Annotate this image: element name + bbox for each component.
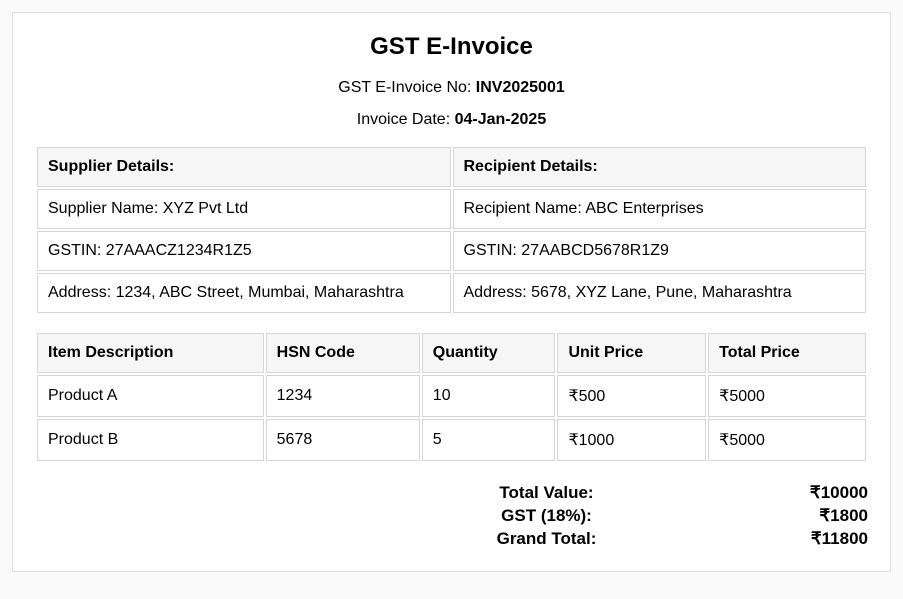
col-unit-price: Unit Price (557, 333, 706, 373)
invoice-date-line: Invoice Date: 04-Jan-2025 (35, 111, 868, 129)
table-row: Address: 1234, ABC Street, Mumbai, Mahar… (37, 273, 866, 313)
page-title: GST E-Invoice (35, 33, 868, 61)
cell-total-price: ₹5000 (708, 419, 866, 461)
table-row: GSTIN: 27AAACZ1234R1Z5 GSTIN: 27AABCD567… (37, 231, 866, 271)
supplier-name: Supplier Name: XYZ Pvt Ltd (37, 189, 451, 229)
cell-item-description: Product B (37, 419, 264, 461)
cell-unit-price: ₹1000 (557, 419, 706, 461)
recipient-gstin: GSTIN: 27AABCD5678R1Z9 (453, 231, 867, 271)
cell-hsn-code: 1234 (266, 375, 420, 417)
invoice-date-value: 04-Jan-2025 (455, 111, 547, 128)
table-row: Product B 5678 5 ₹1000 ₹5000 (37, 419, 866, 461)
recipient-header: Recipient Details: (453, 147, 867, 187)
invoice-number-value: INV2025001 (476, 79, 565, 96)
invoice-number-line: GST E-Invoice No: INV2025001 (35, 79, 868, 97)
supplier-address: Address: 1234, ABC Street, Mumbai, Mahar… (37, 273, 451, 313)
invoice-date-label: Invoice Date: (357, 111, 455, 128)
cell-hsn-code: 5678 (266, 419, 420, 461)
grand-total-amount: ₹11800 (778, 529, 868, 549)
supplier-gstin: GSTIN: 27AAACZ1234R1Z5 (37, 231, 451, 271)
gst-row: GST (18%): ₹1800 (35, 506, 868, 526)
cell-total-price: ₹5000 (708, 375, 866, 417)
supplier-header: Supplier Details: (37, 147, 451, 187)
invoice-card: GST E-Invoice GST E-Invoice No: INV20250… (12, 12, 891, 572)
items-table: Item Description HSN Code Quantity Unit … (35, 331, 868, 463)
total-value-row: Total Value: ₹10000 (35, 483, 868, 503)
table-row: Supplier Details: Recipient Details: (37, 147, 866, 187)
col-total-price: Total Price (708, 333, 866, 373)
col-hsn-code: HSN Code (266, 333, 420, 373)
cell-quantity: 10 (422, 375, 556, 417)
col-quantity: Quantity (422, 333, 556, 373)
invoice-number-label: GST E-Invoice No: (338, 79, 476, 96)
total-value-label: Total Value: (35, 483, 778, 503)
gst-label: GST (18%): (35, 506, 778, 526)
cell-item-description: Product A (37, 375, 264, 417)
table-row: Supplier Name: XYZ Pvt Ltd Recipient Nam… (37, 189, 866, 229)
totals-section: Total Value: ₹10000 GST (18%): ₹1800 Gra… (35, 483, 868, 549)
recipient-address: Address: 5678, XYZ Lane, Pune, Maharasht… (453, 273, 867, 313)
total-value-amount: ₹10000 (778, 483, 868, 503)
grand-total-label: Grand Total: (35, 529, 778, 549)
cell-unit-price: ₹500 (557, 375, 706, 417)
cell-quantity: 5 (422, 419, 556, 461)
recipient-name: Recipient Name: ABC Enterprises (453, 189, 867, 229)
grand-total-row: Grand Total: ₹11800 (35, 529, 868, 549)
gst-amount: ₹1800 (778, 506, 868, 526)
table-row: Item Description HSN Code Quantity Unit … (37, 333, 866, 373)
parties-table: Supplier Details: Recipient Details: Sup… (35, 145, 868, 315)
table-row: Product A 1234 10 ₹500 ₹5000 (37, 375, 866, 417)
col-item-description: Item Description (37, 333, 264, 373)
